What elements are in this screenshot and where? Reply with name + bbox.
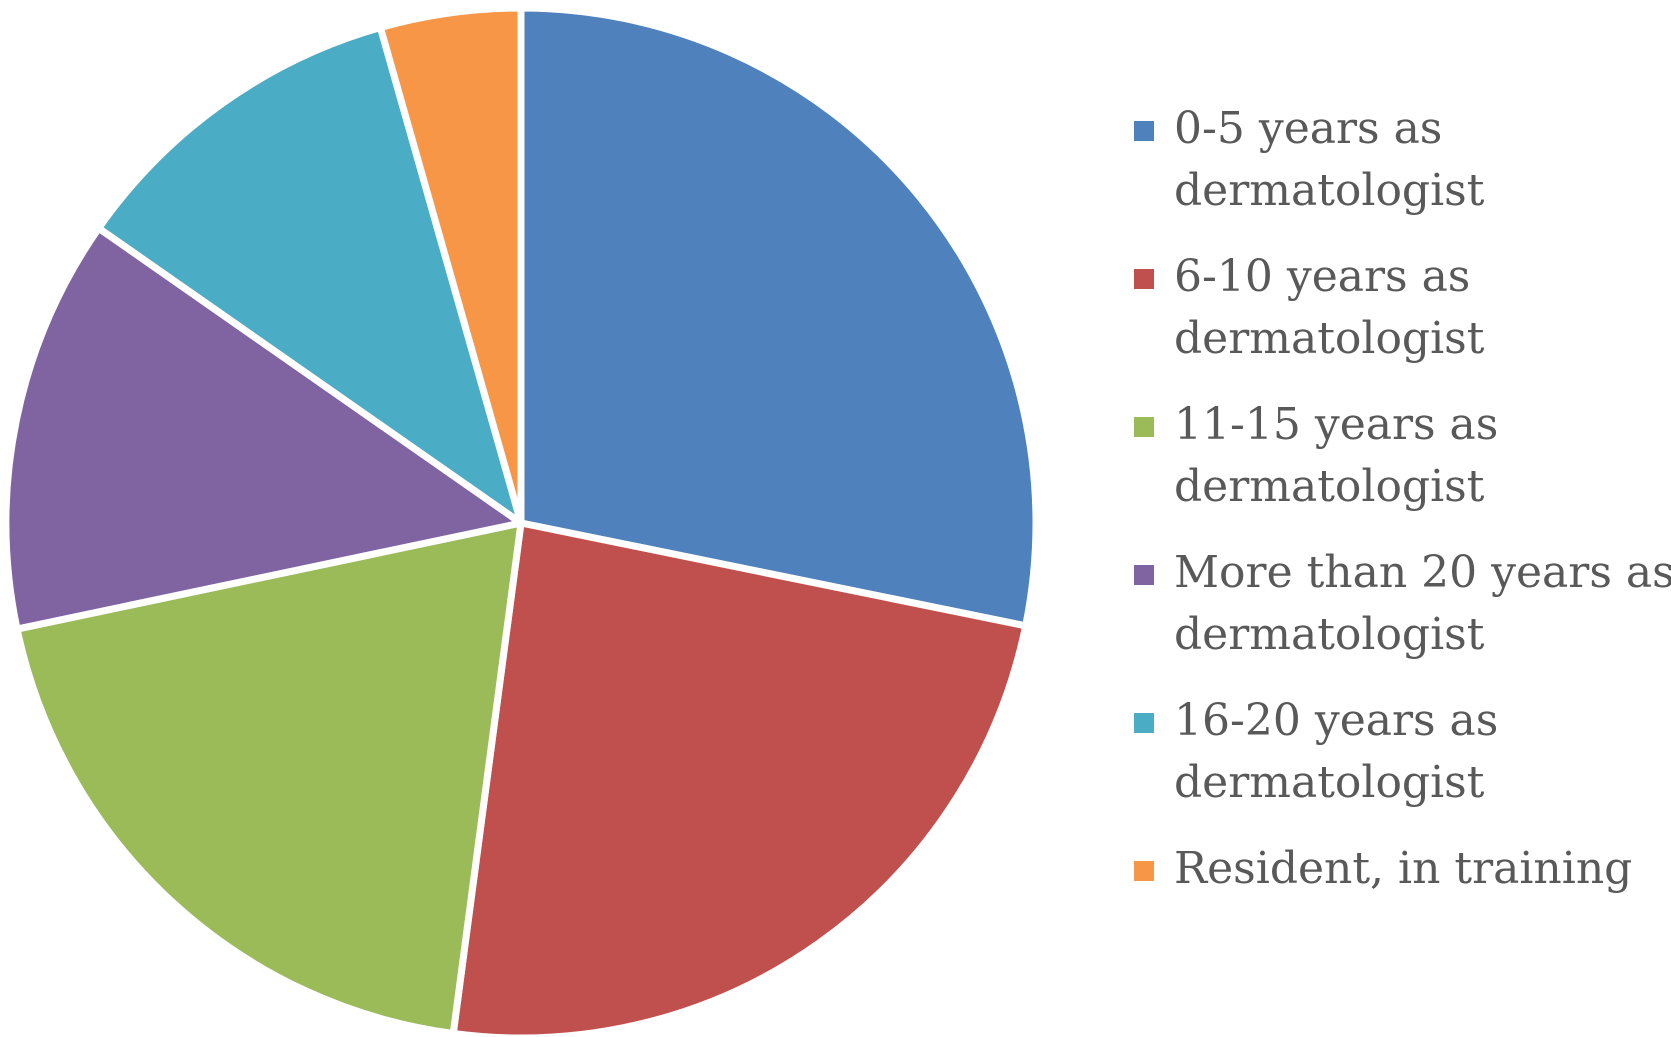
- legend-item-resident: Resident, in training: [1134, 838, 1664, 900]
- pie-chart: [2, 4, 1040, 1037]
- legend-label-line2: dermatologist: [1174, 461, 1485, 512]
- legend-item-11-15-years: 11-15 years as dermatologist: [1134, 394, 1664, 518]
- legend-swatch: [1134, 713, 1154, 733]
- legend-item-more-than-20-years: More than 20 years as dermatologist: [1134, 542, 1671, 666]
- legend-label-line1: More than 20 years as: [1174, 547, 1671, 598]
- legend-swatch: [1134, 121, 1154, 141]
- legend-label-line2: dermatologist: [1174, 165, 1485, 216]
- pie-slice-3: [13, 519, 525, 1037]
- legend-label-line1: 0-5 years as: [1174, 103, 1443, 154]
- legend-item-6-10-years: 6-10 years as dermatologist: [1134, 246, 1664, 370]
- legend-label-line1: 16-20 years as: [1174, 695, 1499, 746]
- legend-swatch: [1134, 861, 1154, 881]
- legend-label-line1: 6-10 years as: [1174, 251, 1471, 302]
- legend-swatch: [1134, 269, 1154, 289]
- legend-label-line2: dermatologist: [1174, 757, 1485, 808]
- pie-slice-6: [376, 4, 525, 527]
- legend-label-line2: dermatologist: [1174, 313, 1485, 364]
- legend-swatch: [1134, 565, 1154, 585]
- legend-item-0-5-years: 0-5 years as dermatologist: [1134, 98, 1664, 222]
- legend-label-line1: 11-15 years as: [1174, 399, 1499, 450]
- legend-label-line1: Resident, in training: [1174, 843, 1633, 894]
- pie-slice-1: [517, 4, 1040, 630]
- pie-slice-4: [2, 224, 525, 633]
- legend: 0-5 years as dermatologist 6-10 years as…: [1134, 98, 1671, 924]
- legend-label-line2: dermatologist: [1174, 609, 1485, 660]
- legend-item-16-20-years: 16-20 years as dermatologist: [1134, 690, 1664, 814]
- legend-swatch: [1134, 417, 1154, 437]
- pie-slices: [2, 4, 1040, 1037]
